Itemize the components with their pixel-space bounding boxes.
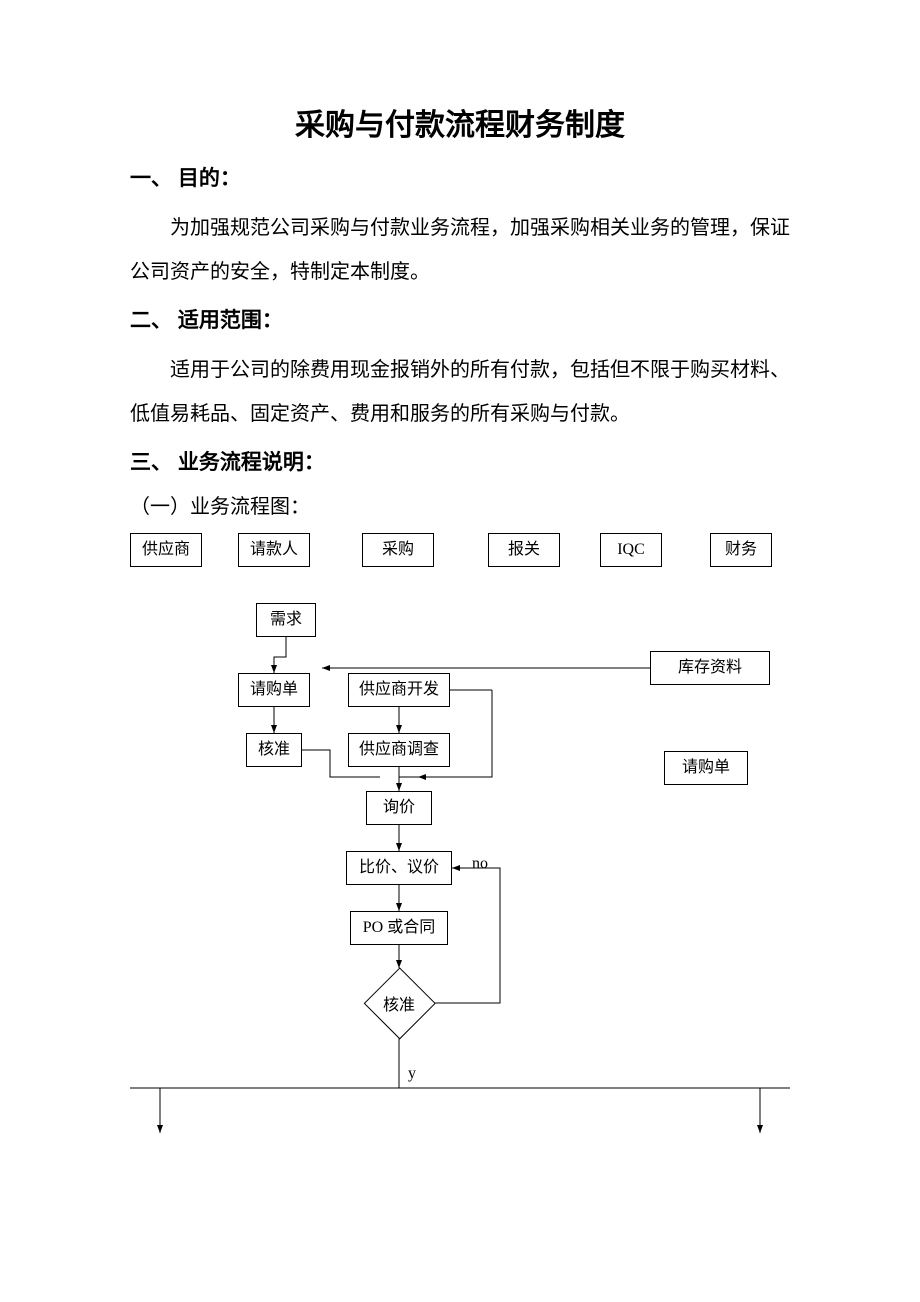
n-demand: 需求 <box>256 603 316 637</box>
d-approve2 <box>364 968 437 1041</box>
flowchart-edges <box>130 533 790 1153</box>
section-3-sub1: （一）业务流程图： <box>130 490 790 519</box>
n-approve1: 核准 <box>246 733 302 767</box>
lane-requester: 请款人 <box>238 533 310 567</box>
section-2-body: 适用于公司的除费用现金报销外的所有付款，包括但不限于购买材料、低值易耗品、固定资… <box>130 348 790 436</box>
edge-label-no: no <box>472 855 488 873</box>
lane-finance: 财务 <box>710 533 772 567</box>
section-1-heading: 一、 目的： <box>130 162 790 192</box>
document-page: 采购与付款流程财务制度 一、 目的： 为加强规范公司采购与付款业务流程，加强采购… <box>0 0 920 1302</box>
n-pr: 请购单 <box>238 673 310 707</box>
edge-label-y: y <box>408 1065 416 1083</box>
flowchart: 供应商请款人采购报关IQC财务需求请购单核准库存资料供应商开发供应商调查询价比价… <box>130 533 790 1153</box>
n-inquiry: 询价 <box>366 791 432 825</box>
section-1-body: 为加强规范公司采购与付款业务流程，加强采购相关业务的管理，保证公司资产的安全，特… <box>130 206 790 294</box>
n-vendorinv: 供应商调查 <box>348 733 450 767</box>
lane-supplier: 供应商 <box>130 533 202 567</box>
n-vendordev: 供应商开发 <box>348 673 450 707</box>
n-po: PO 或合同 <box>350 911 448 945</box>
lane-customs: 报关 <box>488 533 560 567</box>
section-2-heading: 二、 适用范围： <box>130 304 790 334</box>
doc-title: 采购与付款流程财务制度 <box>130 100 790 144</box>
lane-iqc: IQC <box>600 533 662 567</box>
n-compare: 比价、议价 <box>346 851 452 885</box>
section-3-heading: 三、 业务流程说明： <box>130 446 790 476</box>
n-pr2: 请购单 <box>664 751 748 785</box>
lane-purchase: 采购 <box>362 533 434 567</box>
n-invdata: 库存资料 <box>650 651 770 685</box>
